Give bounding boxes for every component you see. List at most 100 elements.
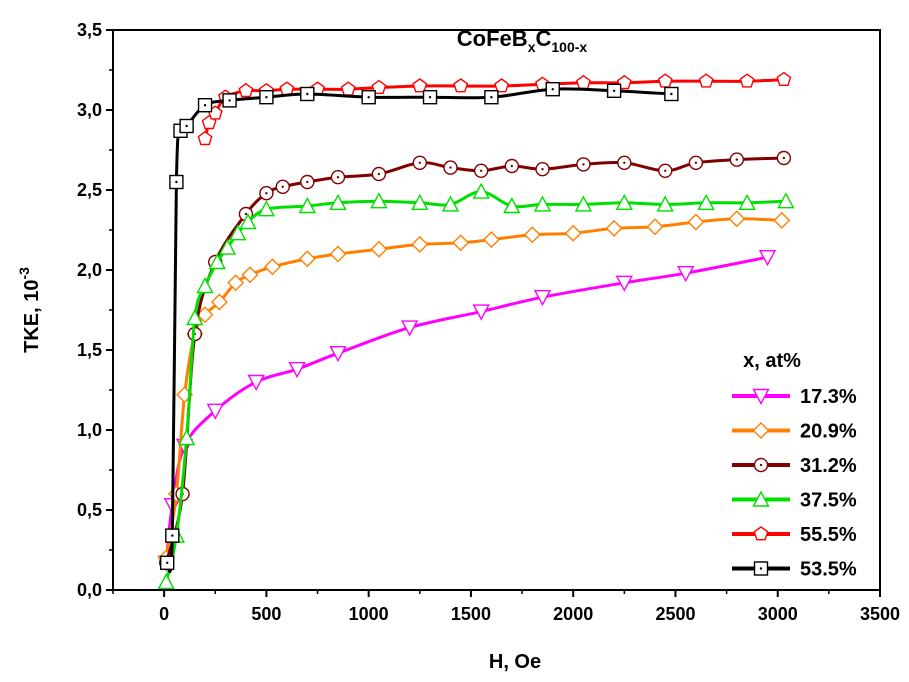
- axes-layer: 0 500 1000 1500 2000 2500 3000 3500 0,0 0,5 1,0 1,5…: [77, 20, 900, 624]
- legend-swatch-marker: [753, 457, 769, 473]
- marker-dot: [265, 192, 268, 195]
- data-point: [361, 89, 376, 105]
- data-point: [472, 304, 490, 321]
- marker-dot: [670, 92, 673, 96]
- y-tick-label: 2,0: [77, 260, 102, 280]
- data-point: [196, 277, 214, 294]
- data-point: [275, 179, 290, 195]
- marker-dot: [612, 89, 616, 93]
- legend-label: 20.9%: [800, 421, 857, 443]
- data-point: [165, 528, 180, 543]
- data-point: [411, 235, 429, 253]
- data-point: [179, 118, 194, 134]
- marker-dot: [228, 99, 231, 102]
- data-point: [197, 97, 213, 113]
- x-tick-label: 0: [159, 604, 169, 624]
- data-point: [400, 320, 419, 337]
- series-3: [157, 182, 795, 590]
- marker-dot: [418, 161, 421, 164]
- data-point: [776, 150, 792, 166]
- x-tick-label: 3000: [758, 604, 798, 624]
- legend-label: 17.3%: [800, 386, 857, 408]
- data-point: [300, 174, 315, 190]
- data-point: [523, 226, 541, 244]
- data-point: [411, 193, 429, 211]
- data-point: [247, 374, 265, 391]
- legend-label: 37.5%: [800, 490, 857, 512]
- marker-dot: [306, 180, 309, 184]
- marker-dot: [281, 185, 284, 188]
- data-point: [329, 346, 347, 363]
- data-point: [259, 185, 274, 201]
- y-tick-label: 1,5: [77, 340, 102, 360]
- data-point: [422, 89, 438, 105]
- data-point: [615, 193, 633, 211]
- data-point: [473, 163, 489, 179]
- marker-dot: [582, 163, 585, 166]
- legend-swatch-marker: [753, 526, 769, 541]
- data-point: [453, 78, 469, 93]
- data-point: [698, 73, 714, 88]
- data-point: [605, 219, 623, 237]
- y-tick-label: 3,5: [77, 20, 102, 40]
- x-axis-title: H, Oe: [489, 651, 541, 673]
- data-point: [238, 82, 254, 98]
- y-axis-title: TKE, 10-3: [16, 267, 43, 353]
- data-point: [777, 192, 795, 209]
- data-point: [688, 155, 704, 171]
- marker-dot: [782, 156, 786, 160]
- legend-swatch-marker: [752, 422, 770, 439]
- series-layer: [157, 71, 795, 590]
- data-point: [329, 245, 347, 263]
- legend-item: 31.2%: [732, 455, 857, 477]
- legend-item: 17.3%: [732, 386, 857, 408]
- data-point: [412, 78, 428, 93]
- data-point: [773, 211, 791, 229]
- data-point: [208, 253, 226, 270]
- data-point: [484, 89, 499, 105]
- legend-item: 20.9%: [732, 421, 857, 443]
- data-point: [503, 197, 521, 214]
- legend-swatch-marker: [752, 490, 770, 507]
- legend-swatch-marker: [753, 561, 769, 576]
- marker-dot: [759, 567, 763, 570]
- marker-dot: [541, 168, 544, 171]
- data-point: [617, 155, 632, 171]
- data-point: [298, 250, 316, 268]
- marker-dot: [166, 561, 169, 564]
- data-point: [738, 193, 756, 211]
- data-point: [259, 89, 274, 105]
- legend-swatch-marker: [752, 388, 770, 405]
- data-point: [169, 174, 184, 190]
- x-tick-label: 1500: [451, 604, 491, 624]
- data-point: [257, 200, 276, 217]
- data-point: [298, 197, 316, 214]
- data-point: [160, 555, 175, 570]
- data-point: [687, 213, 705, 231]
- marker-dot: [265, 96, 268, 99]
- marker-dot: [623, 161, 626, 164]
- data-point: [206, 403, 224, 420]
- legend-label: 55.5%: [800, 524, 857, 546]
- marker-dot: [336, 176, 340, 179]
- x-tick-label: 3500: [860, 604, 900, 624]
- data-point: [288, 362, 306, 379]
- marker-dot: [185, 124, 188, 128]
- y-tick-label: 0,0: [77, 580, 102, 600]
- legend-item: 53.5%: [732, 559, 857, 581]
- data-point: [177, 429, 196, 446]
- y-tick-label: 2,5: [77, 180, 102, 200]
- marker-dot: [449, 166, 452, 169]
- data-point: [241, 266, 259, 284]
- x-tick-label: 500: [251, 604, 281, 624]
- legend-label: 31.2%: [800, 455, 857, 477]
- data-point: [441, 195, 460, 212]
- data-point: [658, 163, 673, 179]
- marker-dot: [377, 172, 381, 176]
- data-point: [329, 193, 347, 211]
- legend-item: 37.5%: [732, 490, 857, 512]
- data-point: [300, 86, 315, 102]
- data-point: [533, 290, 552, 307]
- marker-dot: [490, 96, 493, 99]
